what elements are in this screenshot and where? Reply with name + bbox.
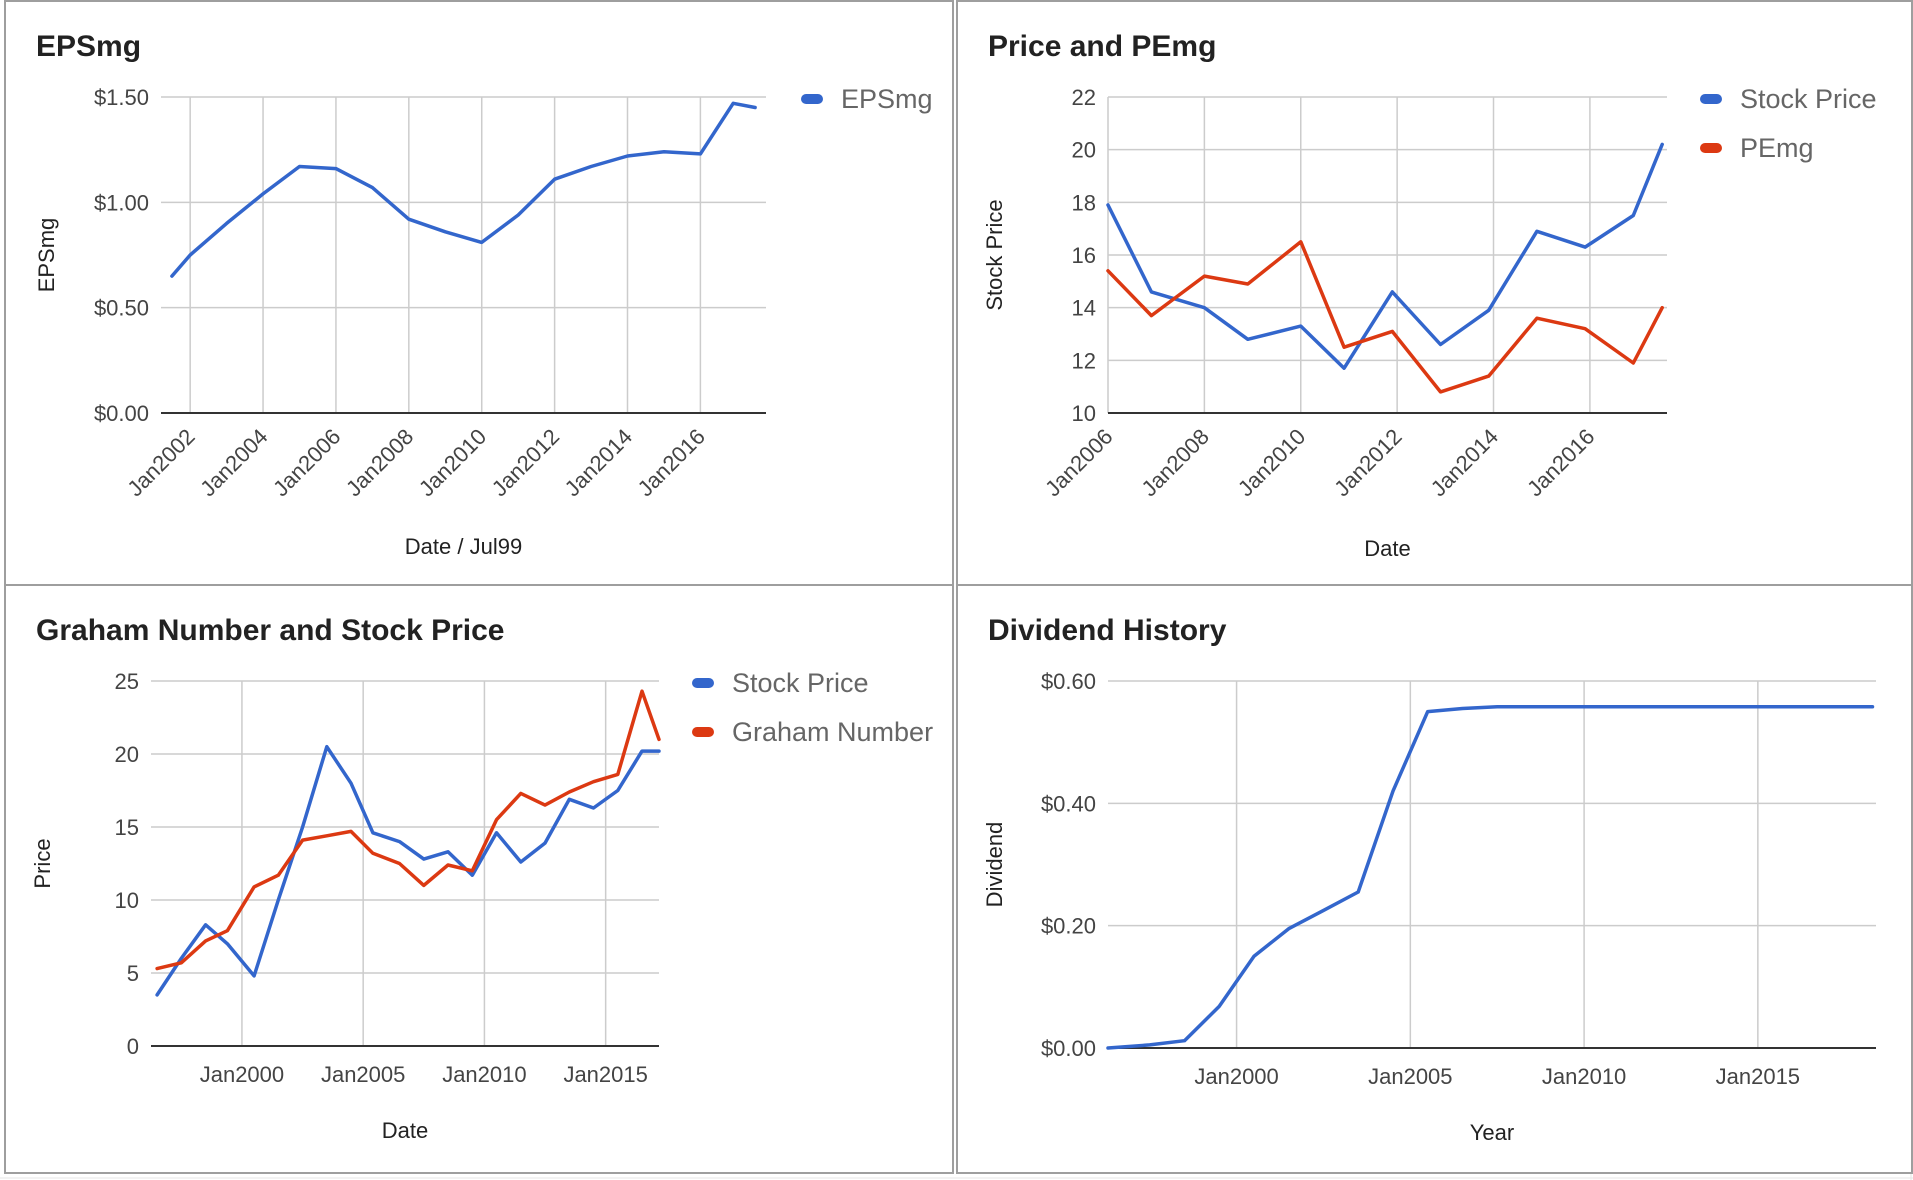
y-tick-label: $0.00 — [94, 401, 149, 426]
chart-title: EPSmg — [36, 30, 142, 63]
x-tick-label: Jan2015 — [1716, 1064, 1800, 1089]
x-tick-label: Jan2012 — [1329, 424, 1406, 501]
x-tick-label: Jan2006 — [268, 424, 345, 501]
y-tick-label: $1.00 — [94, 190, 149, 215]
x-axis-title: Year — [1470, 1120, 1514, 1145]
series-line — [155, 689, 661, 971]
series-line — [1106, 704, 1875, 1050]
x-tick-label: Jan2010 — [414, 424, 491, 501]
y-tick-label: 20 — [1072, 138, 1096, 163]
legend-swatch — [801, 94, 823, 104]
chart-title: Dividend History — [988, 614, 1227, 647]
x-axis-title: Date / Jul99 — [405, 534, 522, 559]
chart-title: Price and PEmg — [988, 30, 1217, 63]
x-tick-label: Jan2010 — [1542, 1064, 1626, 1089]
x-tick-label: Jan2008 — [1137, 424, 1214, 501]
x-tick-label: Jan2005 — [1368, 1064, 1452, 1089]
eps-chart: $0.00$0.50$1.00$1.50Jan2002Jan2004Jan200… — [34, 84, 933, 559]
x-axis-title: Date — [382, 1118, 428, 1143]
series-line — [1106, 142, 1664, 370]
legend-label: Stock Price — [732, 668, 869, 698]
y-tick-label: $0.00 — [1041, 1036, 1096, 1061]
x-tick-label: Jan2014 — [1426, 424, 1503, 501]
legend-swatch — [692, 727, 714, 737]
chart-panel-dividend[interactable]: Dividend History $0.00 $0.20 $0.40 $0.60 Jan… — [956, 584, 1913, 1174]
chart-title: Graham Number and Stock Price — [36, 614, 505, 647]
y-tick-label: $0.60 — [1041, 669, 1096, 694]
y-tick-label: 20 — [115, 742, 139, 767]
x-tick-label: Jan2015 — [563, 1062, 647, 1087]
legend-swatch — [1700, 143, 1722, 153]
legend-label: EPSmg — [841, 84, 933, 114]
x-tick-label: Jan2008 — [341, 424, 418, 501]
x-tick-label: Jan2010 — [1233, 424, 1310, 501]
x-tick-label: Jan2012 — [487, 424, 564, 501]
series-line — [1106, 240, 1664, 394]
y-tick-label: 12 — [1072, 348, 1096, 373]
y-tick-label: $1.50 — [94, 85, 149, 110]
x-tick-label: Jan2000 — [1194, 1064, 1278, 1089]
y-axis-title: Stock Price — [982, 199, 1007, 310]
legend-swatch — [1700, 94, 1722, 104]
chart-panel-graham[interactable]: Graham Number and Stock Price 0 5 10 15 20 25… — [4, 584, 954, 1174]
y-tick-label: 18 — [1072, 190, 1096, 215]
y-axis-title: EPSmg — [34, 218, 59, 293]
x-tick-label: Jan2005 — [321, 1062, 405, 1087]
y-tick-label: 16 — [1072, 243, 1096, 268]
y-tick-label: $0.40 — [1041, 791, 1096, 816]
x-tick-label: Jan2006 — [1040, 424, 1117, 501]
x-tick-label: Jan2002 — [122, 424, 199, 501]
series-line — [155, 744, 661, 997]
x-tick-label: Jan2016 — [1522, 424, 1599, 501]
y-tick-label: $0.20 — [1041, 914, 1096, 939]
x-tick-label: Jan2014 — [560, 424, 637, 501]
legend-label: Graham Number — [732, 717, 933, 747]
x-axis-title: Date — [1364, 536, 1410, 561]
y-tick-label: 10 — [1072, 401, 1096, 426]
x-tick-label: Jan2004 — [195, 424, 272, 501]
x-tick-label: Jan2016 — [633, 424, 710, 501]
y-tick-label: 14 — [1072, 296, 1096, 321]
graham-chart: 0 5 10 15 20 25 Jan2000 Jan2005 Jan2010 Jan2015 Da… — [30, 668, 933, 1143]
chart-panel-eps[interactable]: EPSmg $0.00 $0.50 $1.00 $1.50 Jan2002 Jan2004… — [4, 0, 954, 586]
y-tick-label: $0.50 — [94, 296, 149, 321]
y-tick-label: 15 — [115, 815, 139, 840]
y-tick-label: 0 — [127, 1034, 139, 1059]
y-tick-label: 25 — [115, 669, 139, 694]
y-axis-title: Dividend — [982, 822, 1007, 908]
legend-label: Stock Price — [1740, 84, 1877, 114]
legend-swatch — [692, 678, 714, 688]
x-tick-label: Jan2000 — [200, 1062, 284, 1087]
chart-panel-price-pe[interactable]: Price and PEmg 10 12 14 16 18 20 22 Jan2006 Jan2… — [956, 0, 1913, 586]
dividend-chart: $0.00 $0.20 $0.40 $0.60 Jan2000 Jan2005 Jan201… — [982, 669, 1876, 1145]
series-line — [170, 101, 757, 278]
y-tick-label: 22 — [1072, 85, 1096, 110]
legend-label: PEmg — [1740, 133, 1814, 163]
y-tick-label: 10 — [115, 888, 139, 913]
y-tick-label: 5 — [127, 961, 139, 986]
y-axis-title: Price — [30, 838, 55, 888]
x-tick-label: Jan2010 — [442, 1062, 526, 1087]
